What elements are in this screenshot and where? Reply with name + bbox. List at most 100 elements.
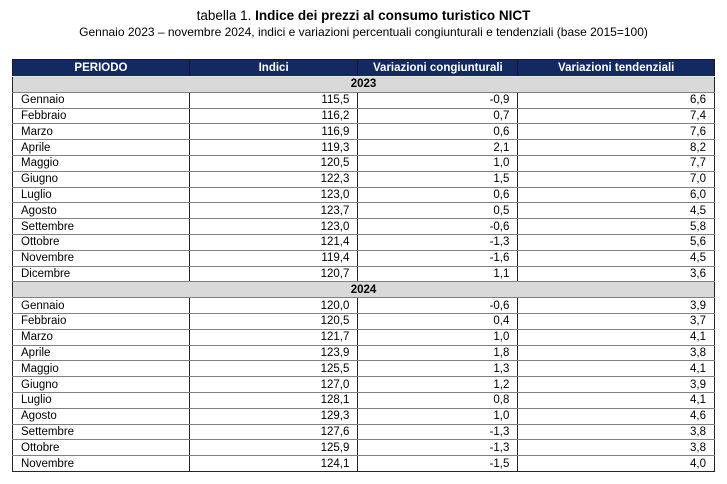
variazione-congiunturale-cell: 0,8 (357, 391, 519, 409)
month-cell: Luglio (12, 391, 190, 409)
variazione-congiunturale-cell: 0,4 (357, 312, 519, 330)
variazione-tendenziale-cell: 4,1 (517, 391, 715, 409)
month-cell: Febbraio (12, 312, 190, 330)
month-cell: Febbraio (12, 107, 190, 125)
month-cell: Novembre (12, 455, 190, 472)
month-cell: Giugno (12, 376, 190, 393)
indice-cell: 120,5 (188, 312, 359, 330)
variazione-congiunturale-cell: -1,3 (357, 423, 519, 441)
indice-cell: 123,0 (188, 218, 359, 235)
table-row: Aprile 119,3 2,1 8,2 (12, 139, 715, 156)
indice-cell: 125,5 (188, 360, 359, 378)
indice-cell: 116,2 (188, 107, 359, 125)
month-cell: Gennaio (12, 91, 190, 109)
table-row: Novembre 119,4 -1,6 4,5 (12, 249, 715, 267)
indice-cell: 120,5 (188, 154, 359, 172)
table-row: Novembre 124,1 -1,5 4,0 (12, 455, 715, 472)
indice-cell: 119,4 (188, 249, 359, 267)
indice-cell: 123,9 (188, 344, 359, 362)
variazione-congiunturale-cell: 0,6 (357, 123, 519, 141)
variazione-congiunturale-cell: 0,7 (357, 107, 519, 125)
table-row: Giugno 127,0 1,2 3,9 (12, 376, 715, 393)
month-cell: Marzo (12, 328, 190, 346)
variazione-congiunturale-cell: -1,3 (357, 233, 519, 251)
indice-cell: 124,1 (188, 455, 359, 472)
indice-cell: 128,1 (188, 391, 359, 409)
month-cell: Gennaio (12, 297, 190, 314)
variazione-tendenziale-cell: 4,5 (517, 202, 715, 220)
table-row: Maggio 120,5 1,0 7,7 (12, 154, 715, 172)
variazione-tendenziale-cell: 3,9 (517, 297, 715, 314)
year-section-row: 2023 (12, 76, 715, 93)
month-cell: Agosto (12, 202, 190, 220)
variazione-congiunturale-cell: 1,5 (357, 170, 519, 188)
header-row: PERIODO Indici Variazioni congiunturali … (12, 59, 715, 77)
table-row: Marzo 121,7 1,0 4,1 (12, 328, 715, 346)
variazione-tendenziale-cell: 3,7 (517, 312, 715, 330)
variazione-tendenziale-cell: 3,8 (517, 423, 715, 441)
variazione-tendenziale-cell: 4,0 (517, 455, 715, 472)
variazione-tendenziale-cell: 3,9 (517, 376, 715, 393)
month-cell: Maggio (12, 154, 190, 172)
table-row: Febbraio 120,5 0,4 3,7 (12, 312, 715, 330)
variazione-tendenziale-cell: 5,8 (517, 218, 715, 235)
variazione-congiunturale-cell: 1,0 (357, 328, 519, 346)
variazione-congiunturale-cell: -1,3 (357, 439, 519, 457)
variazione-tendenziale-cell: 4,5 (517, 249, 715, 267)
table-row: Settembre 127,6 -1,3 3,8 (12, 423, 715, 441)
table-row: Luglio 128,1 0,8 4,1 (12, 391, 715, 409)
indice-cell: 120,7 (188, 265, 359, 283)
indice-cell: 121,4 (188, 233, 359, 251)
table-row: Marzo 116,9 0,6 7,6 (12, 123, 715, 141)
indice-cell: 115,5 (188, 91, 359, 109)
table-row: Gennaio 120,0 -0,6 3,9 (12, 297, 715, 314)
year-section-row: 2024 (12, 281, 715, 299)
nict-price-index-table: PERIODO Indici Variazioni congiunturali … (12, 59, 715, 472)
variazione-tendenziale-cell: 7,6 (517, 123, 715, 141)
variazione-tendenziale-cell: 5,6 (517, 233, 715, 251)
variazione-tendenziale-cell: 3,8 (517, 439, 715, 457)
variazione-congiunturale-cell: 0,6 (357, 186, 519, 204)
table-subtitle: Gennaio 2023 – novembre 2024, indici e v… (79, 25, 648, 39)
table-row: Febbraio 116,2 0,7 7,4 (12, 107, 715, 125)
month-cell: Giugno (12, 170, 190, 188)
variazione-tendenziale-cell: 4,6 (517, 407, 715, 425)
variazione-congiunturale-cell: 1,0 (357, 407, 519, 425)
table-row: Maggio 125,5 1,3 4,1 (12, 360, 715, 378)
variazione-tendenziale-cell: 8,2 (517, 139, 715, 156)
month-cell: Novembre (12, 249, 190, 267)
month-cell: Luglio (12, 186, 190, 204)
variazione-congiunturale-cell: 1,8 (357, 344, 519, 362)
month-cell: Ottobre (12, 233, 190, 251)
table-row: Settembre 123,0 -0,6 5,8 (12, 218, 715, 235)
table-row: Dicembre 120,7 1,1 3,6 (12, 265, 715, 283)
column-header-periodo: PERIODO (12, 59, 190, 77)
month-cell: Ottobre (12, 439, 190, 457)
variazione-congiunturale-cell: 1,1 (357, 265, 519, 283)
variazione-congiunturale-cell: -0,6 (357, 297, 519, 314)
variazione-congiunturale-cell: 0,5 (357, 202, 519, 220)
year-label: 2023 (12, 76, 715, 93)
column-header-variazioni-tendenziali: Variazioni tendenziali (517, 59, 715, 77)
table-row: Aprile 123,9 1,8 3,8 (12, 344, 715, 362)
variazione-congiunturale-cell: -1,5 (357, 455, 519, 472)
indice-cell: 119,3 (188, 139, 359, 156)
indice-cell: 120,0 (188, 297, 359, 314)
table-row: Agosto 123,7 0,5 4,5 (12, 202, 715, 220)
year-label: 2024 (12, 281, 715, 299)
table-title-prefix: tabella 1. (196, 8, 256, 23)
variazione-congiunturale-cell: -0,6 (357, 218, 519, 235)
variazione-congiunturale-cell: -0,9 (357, 91, 519, 109)
table-row: Agosto 129,3 1,0 4,6 (12, 407, 715, 425)
month-cell: Agosto (12, 407, 190, 425)
variazione-tendenziale-cell: 7,7 (517, 154, 715, 172)
variazione-congiunturale-cell: 2,1 (357, 139, 519, 156)
column-header-variazioni-congiunturali: Variazioni congiunturali (357, 59, 519, 77)
indice-cell: 122,3 (188, 170, 359, 188)
indice-cell: 121,7 (188, 328, 359, 346)
variazione-congiunturale-cell: 1,2 (357, 376, 519, 393)
variazione-tendenziale-cell: 6,6 (517, 91, 715, 109)
indice-cell: 127,6 (188, 423, 359, 441)
indice-cell: 125,9 (188, 439, 359, 457)
